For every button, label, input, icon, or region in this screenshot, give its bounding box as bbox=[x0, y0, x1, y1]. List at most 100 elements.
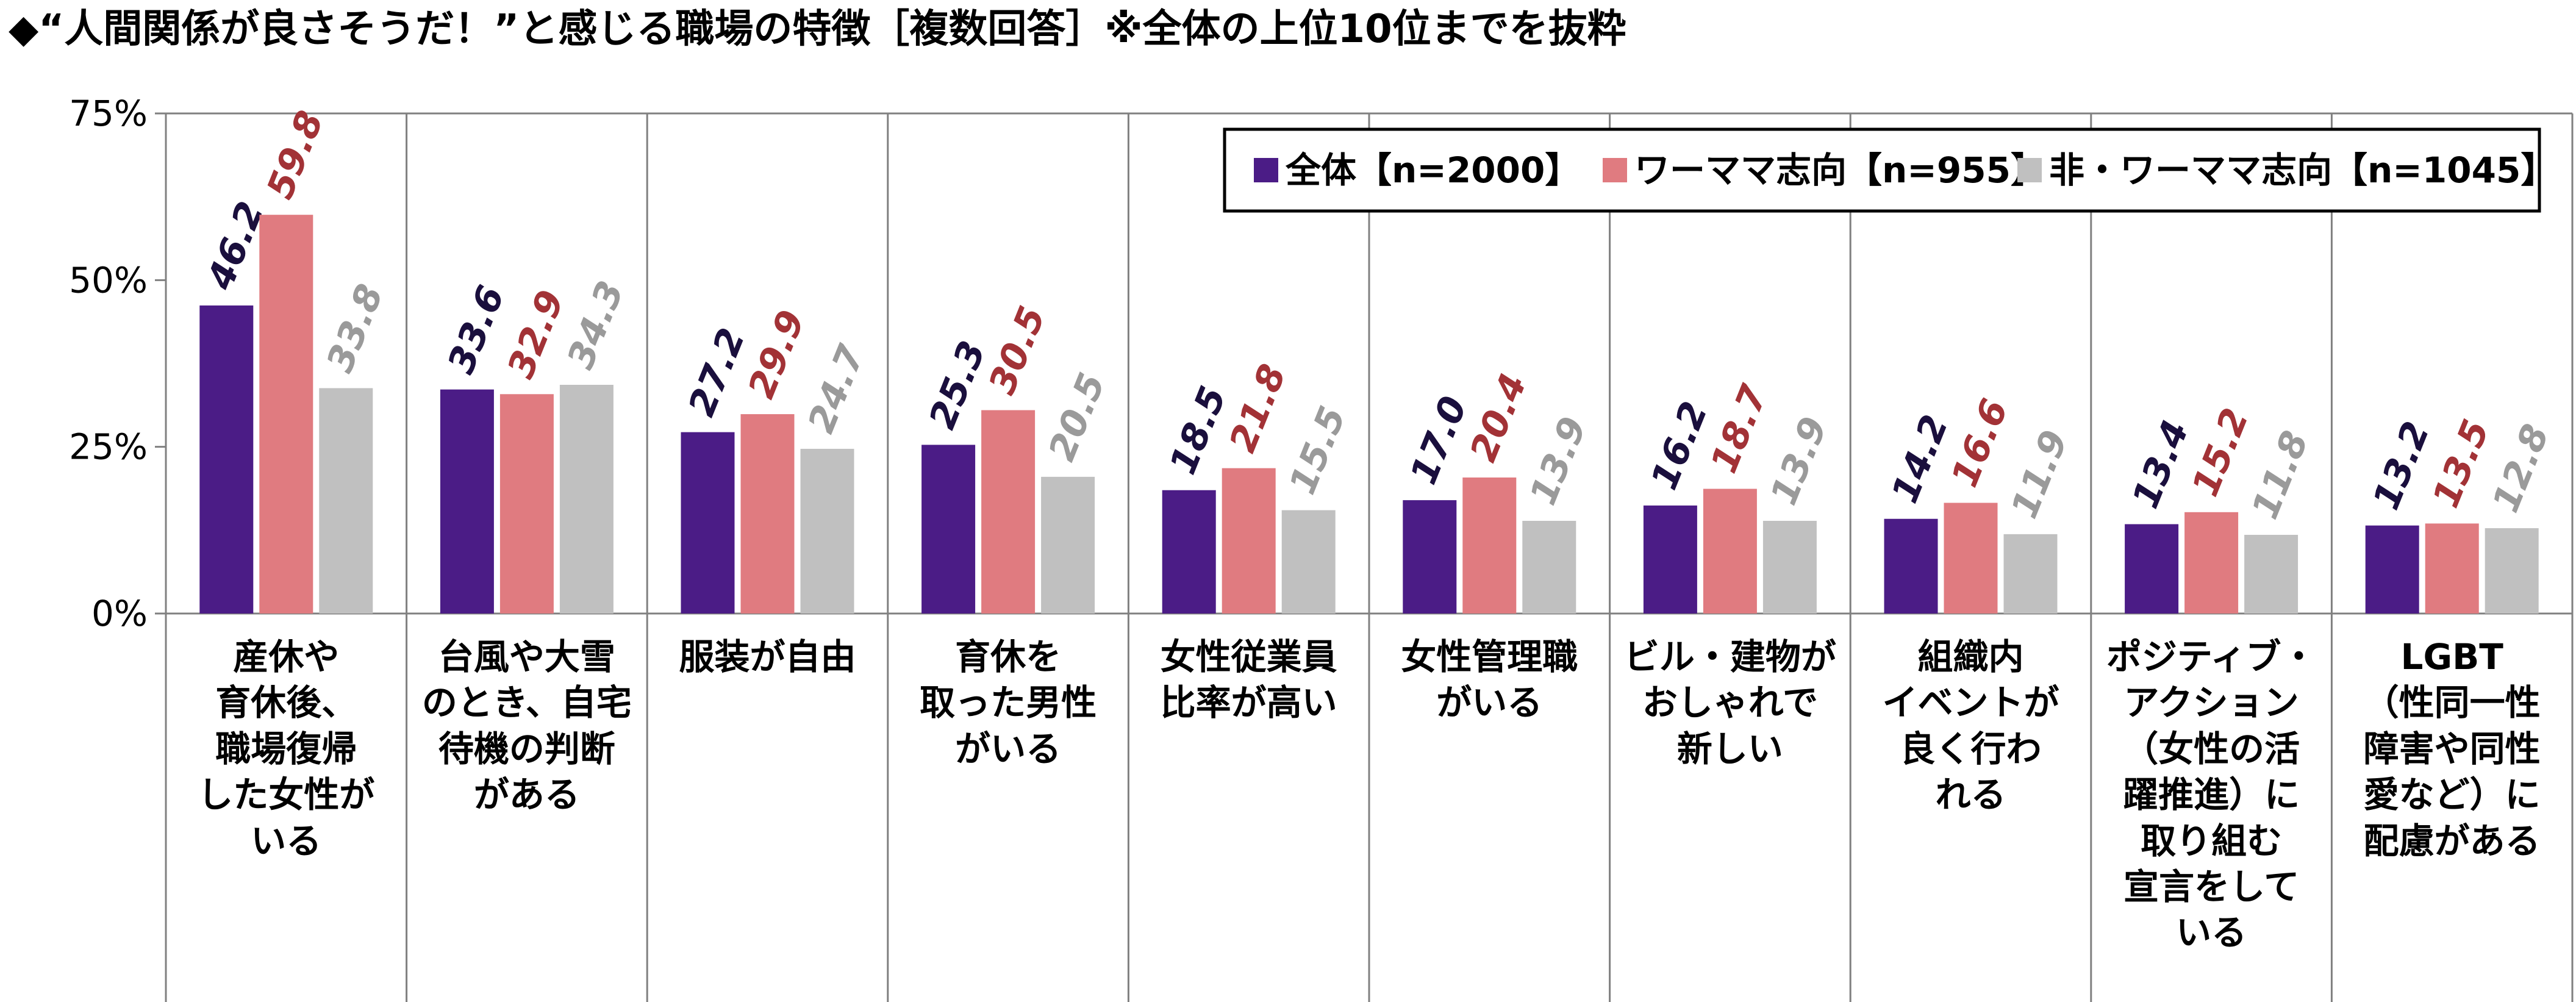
x-category-label: 女性従業員 比率が高い bbox=[1130, 634, 1368, 726]
legend-label: 非・ワーママ志向【n=1045】 bbox=[2049, 149, 2556, 191]
bar bbox=[2485, 528, 2539, 614]
bar bbox=[1944, 503, 1998, 614]
data-label: 15.5 bbox=[1281, 401, 1354, 500]
x-category-label-line: 愛など）に bbox=[2363, 774, 2541, 816]
x-category-label-line: 配慮がある bbox=[2363, 820, 2541, 862]
bar bbox=[499, 394, 554, 614]
x-category-label-line: 取った男性 bbox=[920, 682, 1097, 724]
x-category-label: ポジティブ・ アクション （女性の活 躍推進）に 取り組む 宣言をしている bbox=[2092, 634, 2330, 956]
x-category-label-line: がいる bbox=[955, 728, 1062, 770]
data-label: 17.0 bbox=[1402, 390, 1475, 490]
x-category-label-line: 女性従業員 bbox=[1160, 636, 1337, 678]
x-category-label-line: （女性の活 bbox=[2123, 728, 2300, 770]
bar bbox=[1884, 518, 1938, 614]
y-tick-label: 25% bbox=[69, 426, 148, 468]
legend-swatch bbox=[2017, 158, 2042, 182]
data-label: 29.9 bbox=[740, 304, 814, 404]
data-label: 18.7 bbox=[1703, 379, 1776, 479]
x-category-label-line: した女性が bbox=[198, 774, 375, 816]
x-category-label-line: LGBT bbox=[2400, 636, 2503, 678]
data-label: 13.9 bbox=[1522, 411, 1595, 510]
x-category-label-line: いる bbox=[251, 820, 322, 862]
x-category-label-line: おしゃれで bbox=[1642, 682, 1819, 724]
x-category-label: 女性管理職 がいる bbox=[1370, 634, 1608, 726]
x-category-label-line: イベントが bbox=[1882, 682, 2059, 724]
bar bbox=[1403, 500, 1457, 614]
bar bbox=[2244, 534, 2299, 614]
x-category-label-line: れる bbox=[1935, 774, 2006, 816]
bar bbox=[800, 448, 854, 614]
bar bbox=[319, 388, 373, 614]
bar bbox=[1222, 468, 1276, 614]
bar bbox=[1762, 521, 1817, 614]
data-label: 13.9 bbox=[1762, 411, 1836, 510]
bar bbox=[2425, 523, 2479, 614]
x-category-label-line: 宣言をして bbox=[2123, 865, 2300, 907]
bar bbox=[1462, 477, 1517, 614]
data-label: 11.8 bbox=[2244, 425, 2317, 524]
data-label: 33.8 bbox=[318, 279, 392, 378]
x-category-label-line: いる bbox=[2176, 912, 2247, 954]
x-category-label-line: 躍推進）に bbox=[2123, 774, 2300, 816]
x-category-label-line: 職場復帰 bbox=[215, 728, 357, 770]
bar bbox=[199, 305, 254, 614]
x-category-label-line: ポジティブ・ bbox=[2106, 636, 2317, 678]
x-category-label-line: のとき、自宅 bbox=[421, 682, 632, 724]
data-label: 20.5 bbox=[1040, 367, 1114, 467]
bar bbox=[1041, 476, 1095, 614]
bar bbox=[1643, 505, 1697, 614]
x-category-label-line: 育休後、 bbox=[215, 682, 357, 724]
y-tick-label: 50% bbox=[69, 259, 148, 301]
data-label: 14.2 bbox=[1884, 409, 1957, 509]
data-label: 34.3 bbox=[559, 275, 632, 374]
x-category-label-line: 良く行わ bbox=[1900, 728, 2042, 770]
bar bbox=[1162, 490, 1216, 614]
x-category-label-line: （性同一性 bbox=[2363, 682, 2541, 724]
x-category-label-line: 取り組む bbox=[2141, 820, 2283, 862]
data-label: 24.7 bbox=[800, 339, 873, 439]
x-category-label-line: 比率が高い bbox=[1160, 682, 1337, 724]
data-label: 18.5 bbox=[1162, 381, 1235, 480]
bar bbox=[2003, 534, 2058, 614]
x-category-label-line: 服装が自由 bbox=[679, 636, 856, 678]
data-label: 15.2 bbox=[2184, 403, 2257, 502]
x-category-label-line: アクション bbox=[2123, 682, 2299, 724]
chart-title: ◆“人間関係が良さそうだ！”と感じる職場の特徴［複数回答］※全体の上位10位まで… bbox=[9, 7, 1626, 52]
data-label: 21.8 bbox=[1222, 359, 1295, 458]
legend-swatch bbox=[1603, 158, 1627, 182]
data-label: 16.6 bbox=[1944, 393, 2017, 493]
bar bbox=[921, 445, 976, 614]
data-label: 13.2 bbox=[2365, 416, 2438, 515]
x-category-label: LGBT （性同一性 障害や同性 愛など）に 配慮がある bbox=[2333, 634, 2571, 864]
x-category-label-line: 育休を bbox=[955, 636, 1062, 678]
bar bbox=[1522, 521, 1576, 614]
bar bbox=[1281, 510, 1336, 614]
x-category-label: 組織内 イベントが 良く行わ れる bbox=[1852, 634, 2090, 818]
x-category-label: ビル・建物が おしゃれで 新しい bbox=[1611, 634, 1849, 772]
x-category-label-line: 障害や同性 bbox=[2363, 728, 2541, 770]
x-category-label-line: 女性管理職 bbox=[1401, 636, 1578, 678]
bar bbox=[440, 389, 494, 614]
x-category-label-line: 新しい bbox=[1676, 728, 1783, 770]
x-category-label-line: がいる bbox=[1436, 682, 1543, 724]
bar bbox=[1703, 488, 1757, 614]
legend-swatch bbox=[1254, 158, 1278, 182]
bar bbox=[2184, 512, 2239, 614]
data-label: 59.8 bbox=[259, 105, 332, 204]
y-tick-label: 0% bbox=[91, 593, 148, 634]
legend-label: 全体【n=2000】 bbox=[1285, 149, 1580, 191]
legend-label: ワーママ志向【n=955】 bbox=[1634, 149, 2046, 191]
x-category-label: 育休を 取った男性 がいる bbox=[889, 634, 1127, 772]
data-label: 20.4 bbox=[1462, 368, 1535, 467]
x-category-label-line: ビル・建物が bbox=[1623, 636, 1836, 678]
x-category-label-line: 待機の判断 bbox=[438, 728, 615, 770]
data-label: 13.4 bbox=[2124, 415, 2197, 514]
x-category-label-line: 組織内 bbox=[1917, 636, 2024, 678]
legend-box bbox=[1223, 127, 2541, 213]
data-label: 11.9 bbox=[2003, 424, 2077, 524]
x-category-label: 産休や 育休後、 職場復帰 した女性が いる bbox=[167, 634, 405, 864]
x-category-label: 台風や大雪 のとき、自宅 待機の判断 がある bbox=[408, 634, 646, 818]
bar bbox=[681, 432, 735, 614]
x-category-label-line: 台風や大雪 bbox=[438, 636, 615, 678]
